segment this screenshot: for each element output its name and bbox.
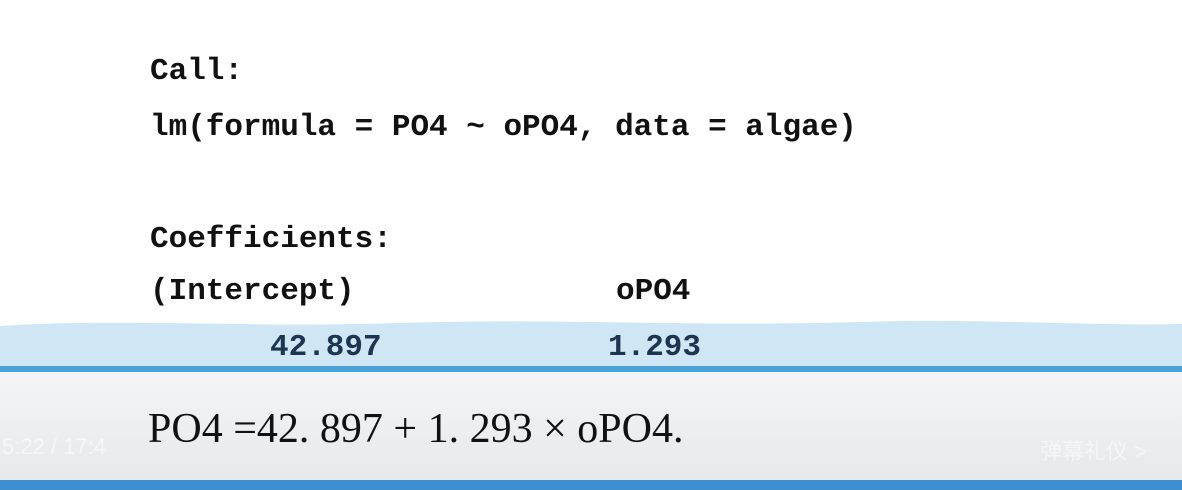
coefficients-label: Coefficients: bbox=[150, 222, 392, 257]
player-bar bbox=[0, 480, 1182, 490]
table-header: (Intercept) bbox=[150, 274, 355, 309]
table-value: 42.897 bbox=[270, 330, 382, 365]
danmaku-link[interactable]: 弹幕礼仪 > bbox=[1040, 439, 1147, 464]
equation-panel bbox=[0, 372, 1182, 480]
highlight-band bbox=[0, 320, 1182, 368]
call-label: Call: bbox=[150, 54, 244, 89]
table-header: oPO4 bbox=[616, 274, 691, 309]
equation: PO4 =42. 897 + 1. 293 × oPO4. bbox=[148, 406, 684, 452]
table-value: 1.293 bbox=[608, 330, 702, 365]
call-text: lm(formula = PO4 ~ oPO4, data = algae) bbox=[150, 110, 857, 145]
divider bbox=[0, 366, 1182, 372]
video-time: 5:22 / 17:4 bbox=[2, 434, 106, 459]
